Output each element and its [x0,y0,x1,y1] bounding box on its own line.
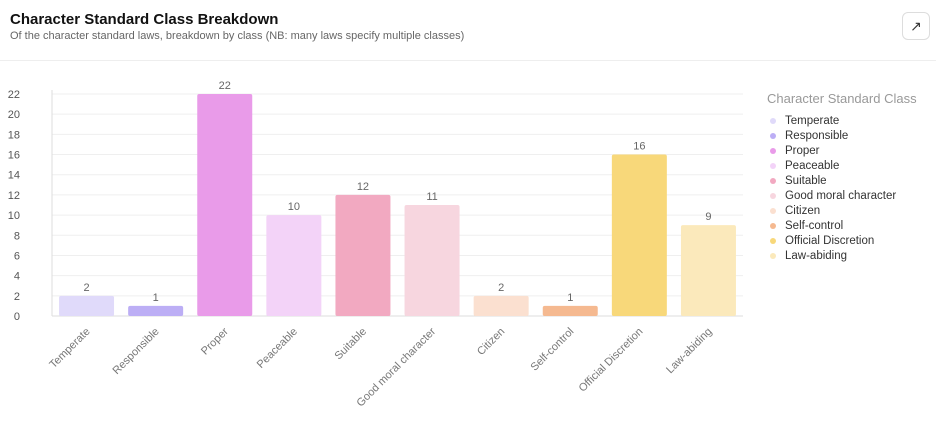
legend-label: Good moral character [785,189,897,202]
data-label: 1 [153,292,159,304]
legend-item[interactable]: Suitable [767,173,917,188]
data-label: 1 [567,292,573,304]
legend-label: Official Discretion [785,234,875,247]
x-tick-label: Good moral character [354,325,438,409]
legend: Character Standard Class Temperate Respon… [767,91,917,263]
data-label: 10 [288,201,300,213]
legend-label: Law-abiding [785,249,848,262]
bar [473,295,529,316]
legend-label: Suitable [785,174,827,187]
legend-dot-icon [770,177,776,184]
y-tick-label: 22 [8,89,20,101]
bar-chart: 02468101214161820222Temperate1Responsibl… [8,80,743,409]
legend-item[interactable]: Self-control [767,218,917,233]
bar [404,205,460,316]
x-tick-label: Responsible [110,326,161,377]
chart-title: Character Standard Class Breakdown [10,11,279,28]
legend-item[interactable]: Law-abiding [767,248,917,263]
legend-item[interactable]: Citizen [767,203,917,218]
data-label: 2 [498,282,504,294]
legend-item[interactable]: Proper [767,143,917,158]
data-label: 22 [219,80,231,92]
legend-dot-icon [770,237,776,244]
legend-item[interactable]: Temperate [767,113,917,128]
expand-button[interactable]: ↗ [902,12,930,40]
bar [611,154,667,316]
y-tick-label: 12 [8,190,20,202]
legend-dot-icon [770,147,776,154]
y-tick-label: 6 [14,250,20,262]
bar [128,305,184,316]
bar [542,305,598,316]
legend-dot-icon [770,252,776,259]
data-label: 2 [83,282,89,294]
y-tick-label: 16 [8,150,20,162]
legend-title: Character Standard Class [767,91,917,106]
y-tick-label: 14 [8,170,20,182]
bar [335,194,391,316]
y-tick-label: 0 [14,311,20,323]
legend-item[interactable]: Responsible [767,128,917,143]
bar [266,215,322,316]
legend-dot-icon [770,117,776,124]
legend-item[interactable]: Good moral character [767,188,917,203]
x-tick-label: Peaceable [255,326,300,371]
y-tick-label: 8 [14,230,20,242]
y-tick-label: 4 [14,271,20,283]
x-tick-label: Citizen [475,326,507,358]
card-header: Character Standard Class Breakdown Of th… [0,0,936,61]
data-label: 12 [357,181,369,193]
y-tick-label: 2 [14,291,20,303]
x-tick-label: Official Discretion [577,326,646,395]
x-tick-label: Temperate [47,326,92,371]
legend-label: Temperate [785,114,840,127]
legend-label: Proper [785,144,820,157]
bar [197,94,253,316]
legend-dot-icon [770,132,776,139]
bar [680,225,736,316]
y-tick-label: 18 [8,129,20,141]
legend-label: Peaceable [785,159,840,172]
y-tick-label: 20 [8,109,20,121]
arrow-up-right-icon: ↗ [910,17,922,34]
legend-dot-icon [770,192,776,199]
x-tick-label: Suitable [332,326,369,363]
legend-dot-icon [770,162,776,169]
x-tick-label: Proper [199,325,231,357]
legend-dot-icon [770,207,776,214]
x-tick-label: Law-abiding [664,326,714,376]
legend-dot-icon [770,222,776,229]
legend-label: Self-control [785,219,844,232]
data-label: 16 [633,141,645,153]
legend-item[interactable]: Peaceable [767,158,917,173]
chart-subtitle: Of the character standard laws, breakdow… [10,30,465,42]
data-label: 9 [705,211,711,223]
bar [59,295,115,316]
y-tick-label: 10 [8,210,20,222]
legend-label: Citizen [785,204,821,217]
data-label: 11 [426,191,437,203]
legend-label: Responsible [785,129,849,142]
x-tick-label: Self-control [529,326,577,374]
legend-item[interactable]: Official Discretion [767,233,917,248]
